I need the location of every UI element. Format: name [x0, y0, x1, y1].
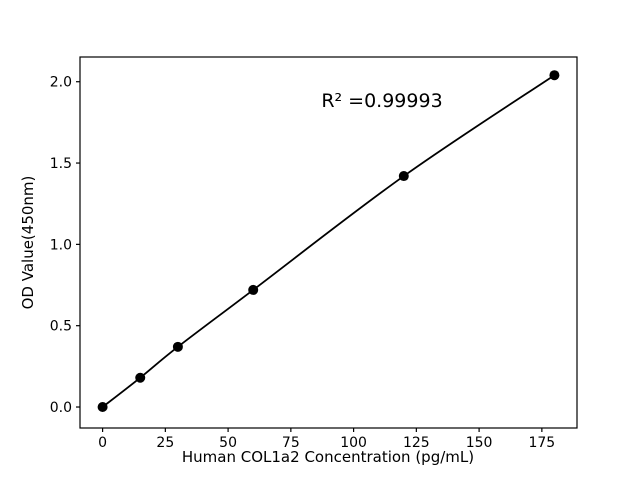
- x-axis-label: Human COL1a2 Concentration (pg/mL): [182, 448, 474, 466]
- x-tick-label: 50: [219, 435, 237, 451]
- plot-elements: 0 25 50 75 100 125 150 175 0.0 0.5 1.0 1.5 2.0: [50, 56, 578, 451]
- x-tick-label: 25: [156, 435, 174, 451]
- data-point-marker: [549, 70, 560, 81]
- data-point-marker: [248, 284, 259, 295]
- y-tick-label: 1.5: [50, 156, 72, 172]
- data-point-marker: [135, 372, 146, 383]
- plot-frame: [79, 56, 578, 429]
- x-tick-label: 100: [340, 435, 367, 451]
- y-axis-label: OD Value(450nm): [19, 176, 37, 310]
- fit-curve: [102, 74, 555, 408]
- data-point-marker: [398, 171, 409, 182]
- y-tick-label: 0.5: [50, 319, 72, 335]
- y-tick-label: 1.0: [50, 237, 72, 253]
- y-tick-label: 0.0: [50, 400, 72, 416]
- x-tick-label: 0: [98, 435, 107, 451]
- data-point-marker: [172, 341, 183, 352]
- x-tick-label: 175: [528, 435, 555, 451]
- x-tick-label: 125: [403, 435, 430, 451]
- x-tick-label: 150: [466, 435, 493, 451]
- r-squared-annotation: R² =0.99993: [321, 90, 442, 112]
- x-tick-label: 75: [282, 435, 300, 451]
- data-point-marker: [97, 402, 108, 413]
- y-tick-label: 2.0: [50, 75, 72, 91]
